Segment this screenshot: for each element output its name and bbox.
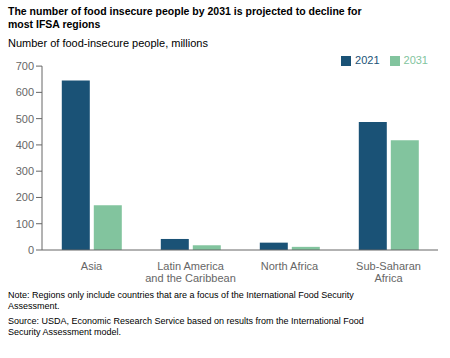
svg-text:0: 0 xyxy=(28,244,34,256)
html-text:2031: 2031 xyxy=(403,54,428,66)
html-text:Note: Regions only include cou: Note: Regions only include countries tha… xyxy=(8,290,354,300)
svg-text:North Africa: North Africa xyxy=(261,260,319,272)
html-text:Security Assessment model.: Security Assessment model. xyxy=(8,327,121,337)
html-text:most IFSA regions: most IFSA regions xyxy=(8,18,101,30)
svg-text:400: 400 xyxy=(16,139,34,151)
svg-text:500: 500 xyxy=(16,113,34,125)
svg-text:300: 300 xyxy=(16,165,34,177)
svg-text:Latin Americaand the Caribbean: Latin Americaand the Caribbean xyxy=(145,260,236,285)
svg-text:700: 700 xyxy=(16,60,34,72)
svg-text:Sub-SaharanAfrica: Sub-SaharanAfrica xyxy=(356,260,421,285)
html-text:Assessment.: Assessment. xyxy=(8,301,60,311)
svg-text:100: 100 xyxy=(16,218,34,230)
html-text:2021: 2021 xyxy=(355,54,380,66)
html-text:The number of food insecure pe: The number of food insecure people by 20… xyxy=(8,5,362,17)
svg-text:200: 200 xyxy=(16,191,34,203)
html-text:Source: USDA, Economic Researc: Source: USDA, Economic Research Service … xyxy=(8,316,364,326)
svg-text:600: 600 xyxy=(16,86,34,98)
svg-text:Asia: Asia xyxy=(81,260,103,272)
html-text:Number of food-insecure people: Number of food-insecure people, millions xyxy=(8,37,208,49)
